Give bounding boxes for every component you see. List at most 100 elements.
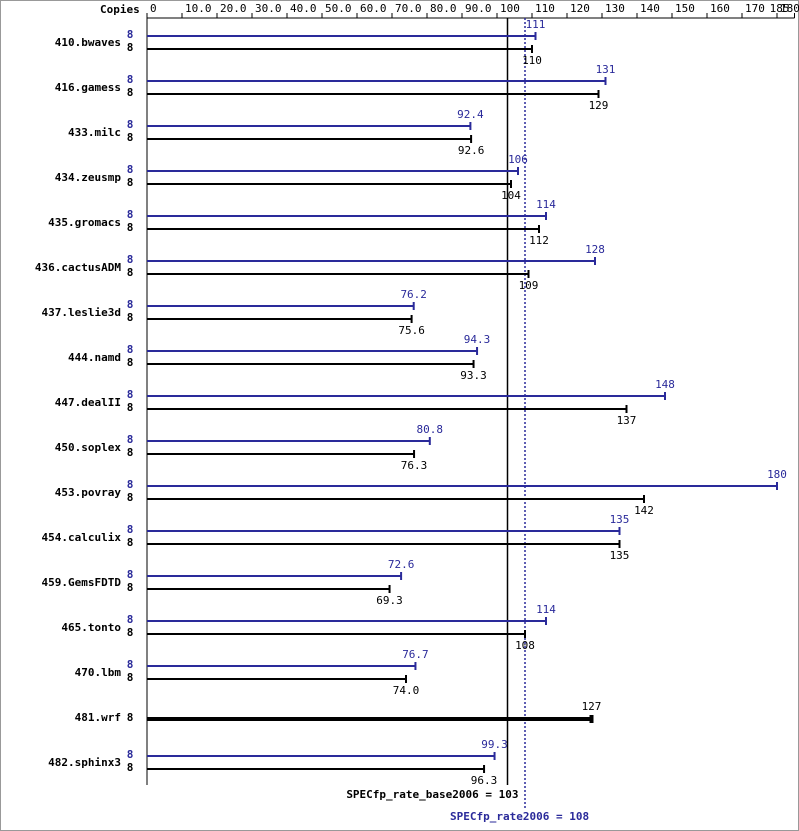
- value-label: 76.7: [402, 648, 429, 661]
- value-label: 80.8: [417, 423, 444, 436]
- category-label: 444.namd: [68, 351, 121, 364]
- bar: [147, 270, 530, 278]
- copies-label: 8: [127, 536, 134, 549]
- copies-label: 8: [127, 298, 134, 311]
- value-label: 93.3: [460, 369, 487, 382]
- value-label: 76.3: [401, 459, 428, 472]
- value-label: 114: [536, 603, 556, 616]
- copies-label: 8: [127, 28, 134, 41]
- value-label: 75.6: [398, 324, 425, 337]
- copies-label: 8: [127, 73, 134, 86]
- bar: [147, 167, 519, 175]
- bar: [147, 752, 496, 760]
- x-tick-label: 110: [535, 2, 555, 15]
- value-label: 148: [655, 378, 675, 391]
- value-label: 128: [585, 243, 605, 256]
- bar: [147, 572, 403, 580]
- copies-label: 8: [127, 176, 134, 189]
- x-tick-label: 130: [605, 2, 625, 15]
- value-label: 92.4: [457, 108, 484, 121]
- category-label: 459.GemsFDTD: [42, 576, 122, 589]
- reference-label: SPECfp_rate2006 = 108: [450, 810, 589, 823]
- category-label: 481.wrf: [75, 711, 121, 724]
- value-label: 108: [515, 639, 535, 652]
- bar: [147, 77, 607, 85]
- x-tick-label: 70.0: [395, 2, 422, 15]
- bar: [147, 527, 621, 535]
- copies-label: 8: [127, 671, 134, 684]
- copies-label: 8: [127, 491, 134, 504]
- copies-label: 8: [127, 221, 134, 234]
- copies-label: 8: [127, 613, 134, 626]
- copies-label: 8: [127, 748, 134, 761]
- copies-label: 8: [127, 401, 134, 414]
- value-label: 180: [767, 468, 787, 481]
- category-label: 437.leslie3d: [42, 306, 121, 319]
- copies-label: 8: [127, 433, 134, 446]
- value-label: 111: [526, 18, 546, 31]
- value-label: 72.6: [388, 558, 415, 571]
- value-label: 104: [501, 189, 521, 202]
- x-tick-label: 120: [570, 2, 590, 15]
- bar: [147, 630, 526, 638]
- copies-label: 8: [127, 86, 134, 99]
- bar: [147, 45, 533, 53]
- copies-label: 8: [127, 626, 134, 639]
- value-label: 76.2: [400, 288, 427, 301]
- copies-label: 8: [127, 253, 134, 266]
- value-label: 94.3: [464, 333, 491, 346]
- bar: [147, 360, 475, 368]
- x-tick-label: 20.0: [220, 2, 247, 15]
- value-label: 142: [634, 504, 654, 517]
- value-label: 135: [610, 513, 630, 526]
- x-tick-label: 170: [745, 2, 765, 15]
- category-label: 433.milc: [68, 126, 121, 139]
- value-label: 135: [610, 549, 630, 562]
- copies-label: 8: [127, 478, 134, 491]
- value-label: 92.6: [458, 144, 485, 157]
- copies-label: 8: [127, 311, 134, 324]
- value-label: 137: [617, 414, 637, 427]
- category-label: 410.bwaves: [55, 36, 121, 49]
- copies-label: 8: [127, 446, 134, 459]
- value-label: 110: [522, 54, 542, 67]
- bar: [147, 450, 416, 458]
- x-tick-label: 180: [780, 2, 799, 15]
- bar: [147, 662, 417, 670]
- category-label: 436.cactusADM: [35, 261, 121, 274]
- category-label: 470.lbm: [75, 666, 122, 679]
- bar: [147, 715, 594, 723]
- bar: [147, 302, 415, 310]
- value-label: 129: [589, 99, 609, 112]
- value-label: 96.3: [471, 774, 498, 787]
- value-label: 109: [519, 279, 539, 292]
- bar: [147, 675, 407, 683]
- bar: [147, 122, 472, 130]
- x-tick-label: 10.0: [185, 2, 212, 15]
- value-label: 131: [596, 63, 616, 76]
- value-label: 106: [508, 153, 528, 166]
- x-tick-label: 80.0: [430, 2, 457, 15]
- x-tick-label: 50.0: [325, 2, 352, 15]
- bar: [147, 392, 666, 400]
- category-label: 454.calculix: [42, 531, 122, 544]
- category-label: 435.gromacs: [48, 216, 121, 229]
- value-label: 74.0: [393, 684, 420, 697]
- bar: [147, 347, 479, 355]
- value-label: 127: [582, 700, 602, 713]
- value-label: 114: [536, 198, 556, 211]
- copies-label: 8: [127, 388, 134, 401]
- category-label: 482.sphinx3: [48, 756, 121, 769]
- x-tick-label: 185: [770, 2, 790, 15]
- copies-label: 8: [127, 208, 134, 221]
- bar: [147, 437, 431, 445]
- x-axis-label: Copies: [100, 3, 140, 16]
- x-tick-label: 40.0: [290, 2, 317, 15]
- copies-label: 8: [127, 356, 134, 369]
- copies-label: 8: [127, 658, 134, 671]
- x-tick-label: 140: [640, 2, 660, 15]
- copies-label: 8: [127, 131, 134, 144]
- value-label: 99.3: [481, 738, 508, 751]
- copies-label: 8: [127, 568, 134, 581]
